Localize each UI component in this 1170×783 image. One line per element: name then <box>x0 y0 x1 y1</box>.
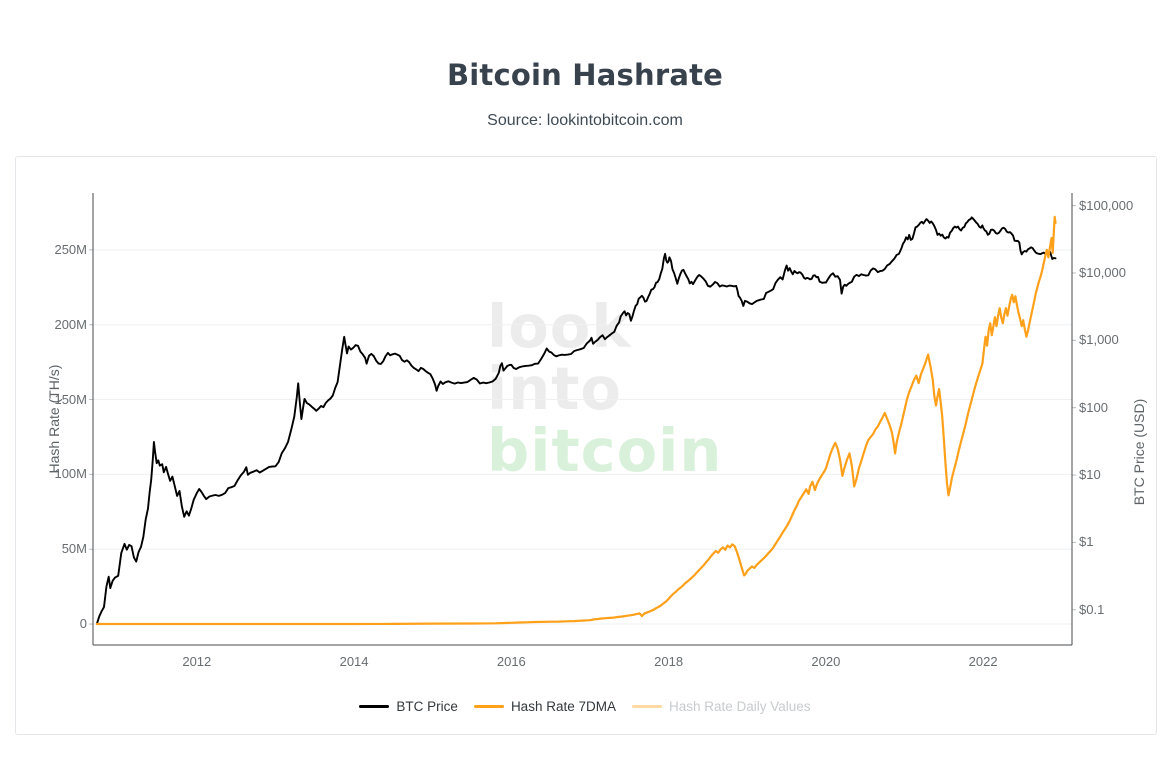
hashrate-7dma-swatch-icon <box>473 705 504 708</box>
page-subtitle: Source: lookintobitcoin.com <box>487 112 683 129</box>
legend-item-hashrate-daily-values[interactable]: Hash Rate Daily Values <box>631 699 811 714</box>
page-title: Bitcoin Hashrate <box>446 58 724 92</box>
legend-label: Hash Rate Daily Values <box>668 699 811 714</box>
hashrate-daily-values-swatch-icon <box>631 705 662 708</box>
legend-label: Hash Rate 7DMA <box>510 699 616 714</box>
btc-price-swatch-icon <box>359 705 390 708</box>
legend: BTC Price Hash Rate 7DMA Hash Rate Daily… <box>0 699 1170 714</box>
legend-label: BTC Price <box>396 699 458 714</box>
chart-card <box>15 156 1157 735</box>
legend-item-btc-price[interactable]: BTC Price <box>359 699 458 714</box>
legend-item-hashrate-7dma[interactable]: Hash Rate 7DMA <box>473 699 616 714</box>
